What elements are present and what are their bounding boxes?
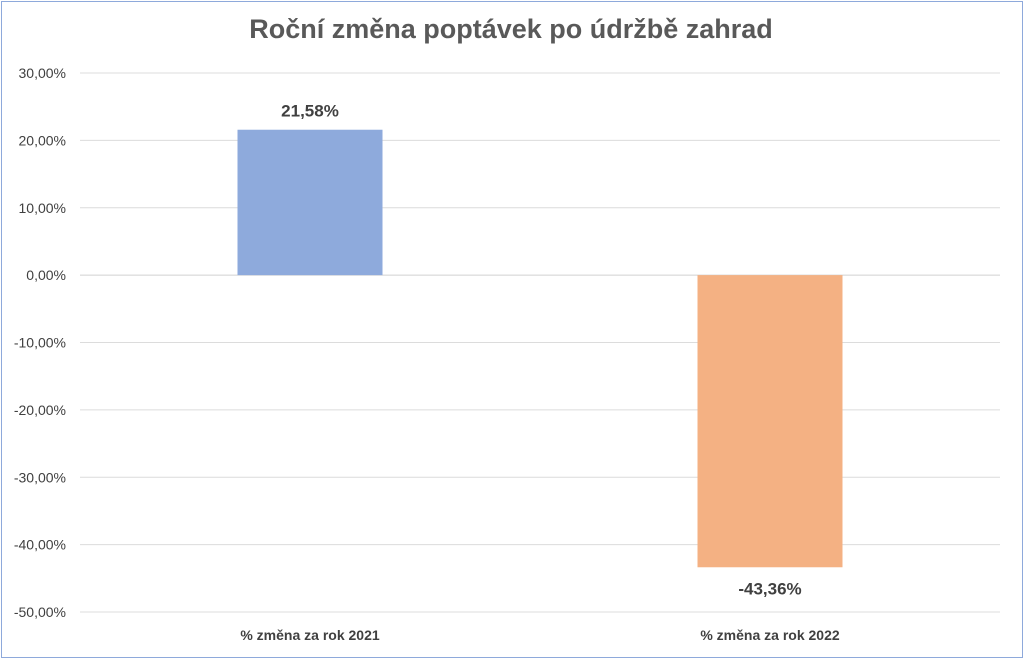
- y-axis-ticks: 30,00% 20,00% 10,00% 0,00% -10,00% -20,00% -30…: [14, 65, 66, 620]
- bar: [237, 129, 383, 276]
- y-tick-label: -20,00%: [14, 402, 66, 418]
- chart-title: Roční změna poptávek po údržbě zahrad: [249, 14, 773, 44]
- data-label: -43,36%: [738, 579, 801, 598]
- gridlines: [80, 72, 1000, 613]
- bar: [697, 275, 843, 568]
- y-tick-label: -50,00%: [14, 604, 66, 620]
- y-tick-label: 20,00%: [19, 132, 66, 148]
- category-label: % změna za rok 2022: [700, 627, 840, 643]
- y-tick-label: 30,00%: [19, 65, 66, 81]
- y-tick-label: 10,00%: [19, 200, 66, 216]
- y-tick-label: 0,00%: [26, 267, 66, 283]
- y-tick-label: -40,00%: [14, 537, 66, 553]
- bars: [237, 129, 843, 568]
- category-label: % změna za rok 2021: [240, 627, 380, 643]
- category-labels: % změna za rok 2021 % změna za rok 2022: [240, 627, 840, 643]
- data-label: 21,58%: [281, 102, 339, 121]
- data-labels: 21,58% -43,36%: [281, 102, 802, 599]
- y-tick-label: -10,00%: [14, 335, 66, 351]
- y-tick-label: -30,00%: [14, 469, 66, 485]
